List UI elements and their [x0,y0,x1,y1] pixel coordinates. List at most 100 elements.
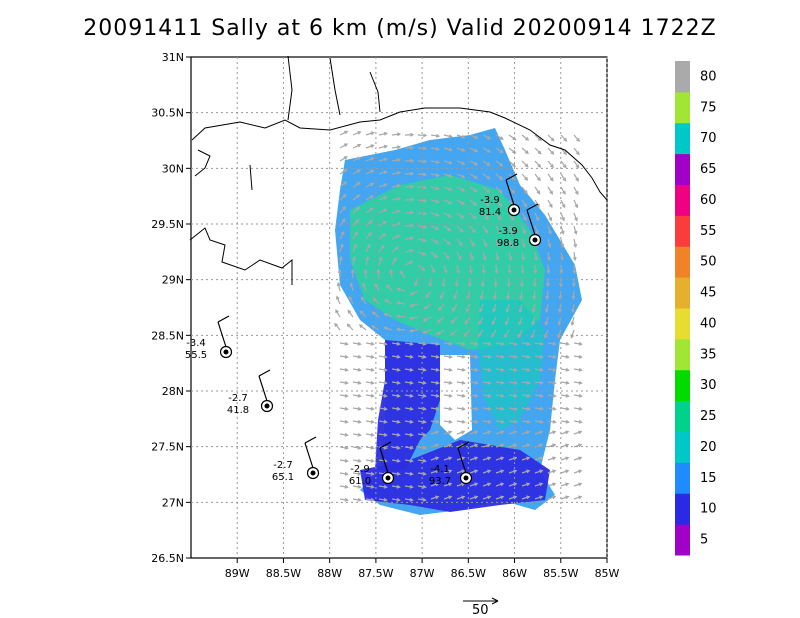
wind-vector [573,496,582,500]
wind-vector [378,381,387,384]
wind-vector-head [549,177,554,182]
wind-vector-head [423,159,428,164]
wind-vector-head [448,213,453,218]
wind-vector-head [439,295,444,300]
wind-vector-head [507,269,512,275]
wind-vector [508,394,517,397]
wind-vector-head [396,458,401,463]
y-tick-label: 30N [162,162,184,175]
wind-vector-head [461,134,466,139]
wind-vector-head [492,308,497,313]
wind-barb [457,447,467,474]
wind-vector-head [369,195,374,199]
wind-vector [451,316,458,324]
wind-vector [495,264,498,274]
wind-vector [464,316,471,324]
wind-vector-head [362,282,366,287]
wind-vector [373,297,380,305]
wind-vector [391,257,397,266]
wind-vector-head [409,354,414,359]
wind-vector-head [496,243,500,248]
wind-vector [443,431,452,435]
wind-vector [573,173,579,182]
wind-vector [443,264,447,273]
wind-vector-head [446,241,451,246]
wind-vector-head [357,367,362,372]
y-tick-label: 27.5N [151,441,184,454]
wind-vector-head [578,495,583,500]
wind-vector [396,315,406,318]
wind-vector [410,316,419,320]
wind-vector [378,433,387,436]
wind-vector-head [396,445,401,450]
wind-vector [469,470,478,474]
wind-vector-head [474,406,479,411]
wind-vector-head [461,406,466,411]
wind-vector-head [571,308,575,314]
wind-vector-head [357,341,362,346]
wind-vector-head [539,430,544,435]
wind-vector [391,246,399,253]
wind-vector-head [523,190,528,195]
wind-vector [425,290,432,298]
wind-vector-head [342,193,347,198]
wind-vector [352,257,355,266]
wind-vector-head [409,260,414,265]
wind-vector-head [552,456,557,461]
wind-vector [378,158,387,162]
wind-vector-head [425,294,430,299]
wind-vector [443,355,452,358]
wind-vector [521,431,530,435]
swath-gap [440,355,472,440]
wind-vector-head [343,156,348,160]
wind-vector [495,134,504,140]
wind-vector-head [448,367,453,372]
wind-vector-head [483,243,488,248]
wind-vector-head [396,183,402,188]
wind-vector [495,342,504,345]
wind-vector [469,251,474,260]
wind-vector [560,407,569,410]
wind-vector [560,173,566,181]
wind-vector-head [341,218,346,223]
wind-vector-head [524,163,529,168]
wind-vector-head [464,320,469,325]
wind-vector [430,355,439,358]
wind-vector-head [548,204,553,209]
station-marker-dot [511,207,517,213]
wind-vector [391,234,400,240]
wind-vector-head [383,354,388,359]
wind-vector-head [539,341,544,346]
wind-barb-flag [505,173,518,181]
wind-vector-head [526,443,531,448]
wind-vector-head [474,482,479,487]
wind-vector [430,407,439,410]
reference-vector [463,597,499,605]
wind-vector-head [370,393,375,398]
wind-vector [504,329,510,338]
wind-vector-head [513,393,518,398]
wind-vector-head [487,456,492,461]
wind-vector-head [423,305,428,310]
wind-vector [417,394,426,397]
color-bar-label: 70 [700,131,717,146]
wind-vector-head [383,183,388,187]
wind-vector [547,355,556,358]
wind-vector-head [421,266,426,271]
wind-vector [521,355,530,358]
wind-barb-flag [457,441,470,449]
station-plot: -3.998.8 [497,203,542,249]
wind-vector-head [396,419,401,424]
color-bar-segment [675,369,690,402]
wind-vector-head [552,393,557,398]
wind-vector-head [338,255,343,261]
wind-vector [482,186,490,193]
wind-vector [360,310,367,318]
wind-vector [365,472,374,475]
wind-vector [534,457,543,461]
wind-vector [335,309,341,318]
wind-vector [404,198,414,201]
wind-vector [352,207,360,214]
wind-vector [352,182,361,188]
wind-vector-head [474,419,479,424]
